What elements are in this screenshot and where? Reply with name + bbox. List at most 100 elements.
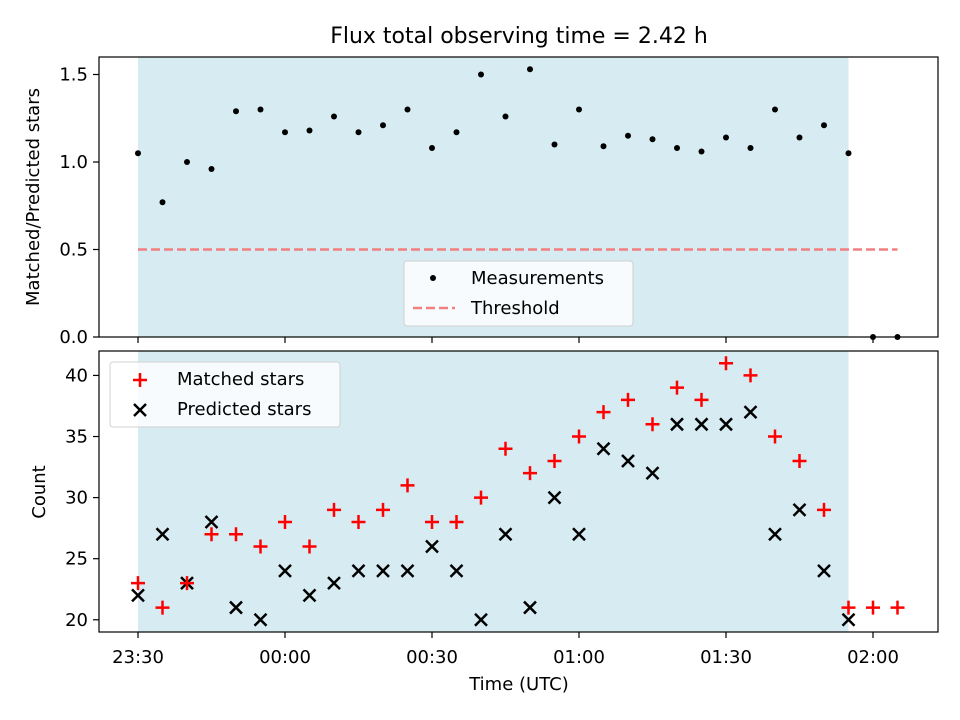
predicted-star-point — [743, 405, 758, 419]
matched-star-point — [400, 478, 415, 493]
measurement-point — [772, 106, 778, 113]
predicted-star-point — [596, 441, 611, 456]
predicted-star-point — [474, 612, 488, 627]
matched-star-point — [376, 502, 390, 517]
predicted-star-point — [449, 564, 464, 578]
matched-star-point — [768, 429, 782, 444]
measurement-point — [723, 134, 729, 141]
matched-star-point — [596, 405, 611, 420]
measurements-legend-label: Measurements — [471, 268, 604, 289]
matched-star-point — [425, 515, 439, 530]
measurement-point — [159, 199, 166, 206]
matched-star-point — [498, 441, 513, 456]
measurement-point — [600, 143, 607, 150]
bottom-axes-frame — [98, 350, 939, 633]
bottom-panel: 20 25 30 35 40 23:30 00:00 00:30 01:00 01:30 02:0… — [29, 350, 939, 695]
measurement-point — [355, 129, 362, 136]
bottom-legend-box — [109, 361, 341, 428]
matched-star-point — [572, 429, 586, 444]
predicted-star-point — [327, 576, 341, 591]
measurement-point — [380, 122, 386, 129]
measurement-point — [625, 132, 631, 139]
top-panel: 0.0 0.5 1.0 1.5 Matched/Predicted stars Mea… — [23, 56, 939, 348]
matched-star-point — [155, 600, 170, 615]
predicted-star-point — [817, 564, 831, 578]
measurement-point — [135, 150, 141, 157]
matched-star-point — [278, 515, 292, 530]
predicted-star-point — [572, 527, 586, 542]
top-legend-box — [403, 260, 634, 327]
measurements-legend-marker — [430, 275, 436, 281]
top-legend: Measurements Threshold — [403, 260, 634, 327]
measurement-point — [429, 145, 435, 151]
top-y-axis-label: Matched/Predicted stars — [23, 88, 44, 306]
matched-star-point — [449, 515, 464, 530]
matched-star-point — [351, 515, 366, 530]
top-y-tick-label: 1.5 — [59, 65, 88, 86]
top-y-ticks: 0.0 0.5 1.0 1.5 — [59, 65, 99, 348]
matched-star-point — [670, 380, 684, 395]
x-tick-label: 00:00 — [259, 647, 311, 668]
bottom-y-tick-label: 35 — [65, 427, 88, 448]
predicted-legend-label: Predicted stars — [177, 399, 311, 420]
measurement-point — [674, 145, 680, 151]
x-tick-label: 23:30 — [112, 647, 164, 668]
matched-star-point — [523, 466, 537, 481]
measurement-point — [331, 113, 337, 120]
measurement-point — [257, 106, 264, 113]
measurement-point — [208, 166, 215, 172]
measurement-point — [649, 136, 656, 143]
predicted-star-point — [841, 612, 856, 627]
matched-star-point — [302, 539, 317, 554]
bottom-legend: Matched stars Predicted stars — [109, 361, 341, 428]
measurement-point — [551, 141, 558, 148]
top-axes-frame — [98, 56, 939, 338]
measurement-point — [478, 71, 484, 78]
measurement-point — [502, 113, 509, 120]
bottom-y-tick-label: 40 — [65, 365, 88, 386]
matched-star-point — [180, 576, 194, 591]
measurement-point — [282, 129, 288, 136]
matched-star-point — [866, 600, 880, 615]
bottom-x-ticks: 23:30 00:00 00:30 01:00 01:30 02:00 — [112, 632, 899, 668]
predicted-star-point — [253, 612, 268, 627]
matched-legend-marker — [133, 373, 147, 387]
threshold-legend-label: Threshold — [470, 298, 560, 319]
measurement-point — [845, 150, 852, 157]
bottom-y-tick-label: 30 — [65, 488, 88, 509]
matched-star-point — [694, 392, 709, 407]
predicted-star-point — [768, 527, 782, 542]
predicted-star-point — [547, 490, 562, 505]
measurement-points — [135, 66, 901, 340]
matched-star-point — [621, 392, 635, 407]
matched-star-point — [204, 527, 219, 542]
measurement-point — [306, 127, 313, 134]
measurement-point — [821, 122, 827, 129]
matched-star-point — [890, 600, 905, 615]
measurement-point — [233, 108, 239, 115]
top-y-tick-label: 0.5 — [59, 240, 88, 261]
predicted-star-point — [131, 588, 145, 603]
predicted-star-point — [155, 527, 170, 542]
bottom-y-axis-label: Count — [29, 465, 50, 518]
measurement-point — [576, 106, 582, 113]
predicted-star-point — [425, 539, 439, 554]
predicted-star-point — [302, 588, 317, 603]
star-count-points — [131, 356, 905, 627]
predicted-star-point — [278, 564, 292, 578]
predicted-star-point — [719, 417, 733, 432]
predicted-legend-marker — [133, 403, 147, 417]
predicted-star-point — [645, 466, 660, 481]
measurement-point — [796, 134, 803, 141]
bottom-y-tick-label: 25 — [65, 549, 88, 570]
top-y-tick-label: 1.0 — [59, 152, 88, 173]
bottom-y-ticks: 20 25 30 35 40 — [65, 365, 99, 631]
matched-star-point — [229, 527, 243, 542]
matched-star-point — [253, 539, 268, 554]
predicted-star-point — [670, 417, 684, 432]
predicted-star-point — [792, 502, 807, 517]
bottom-y-tick-label: 20 — [65, 610, 88, 631]
x-tick-label: 00:30 — [406, 647, 458, 668]
matched-star-point — [327, 502, 341, 517]
